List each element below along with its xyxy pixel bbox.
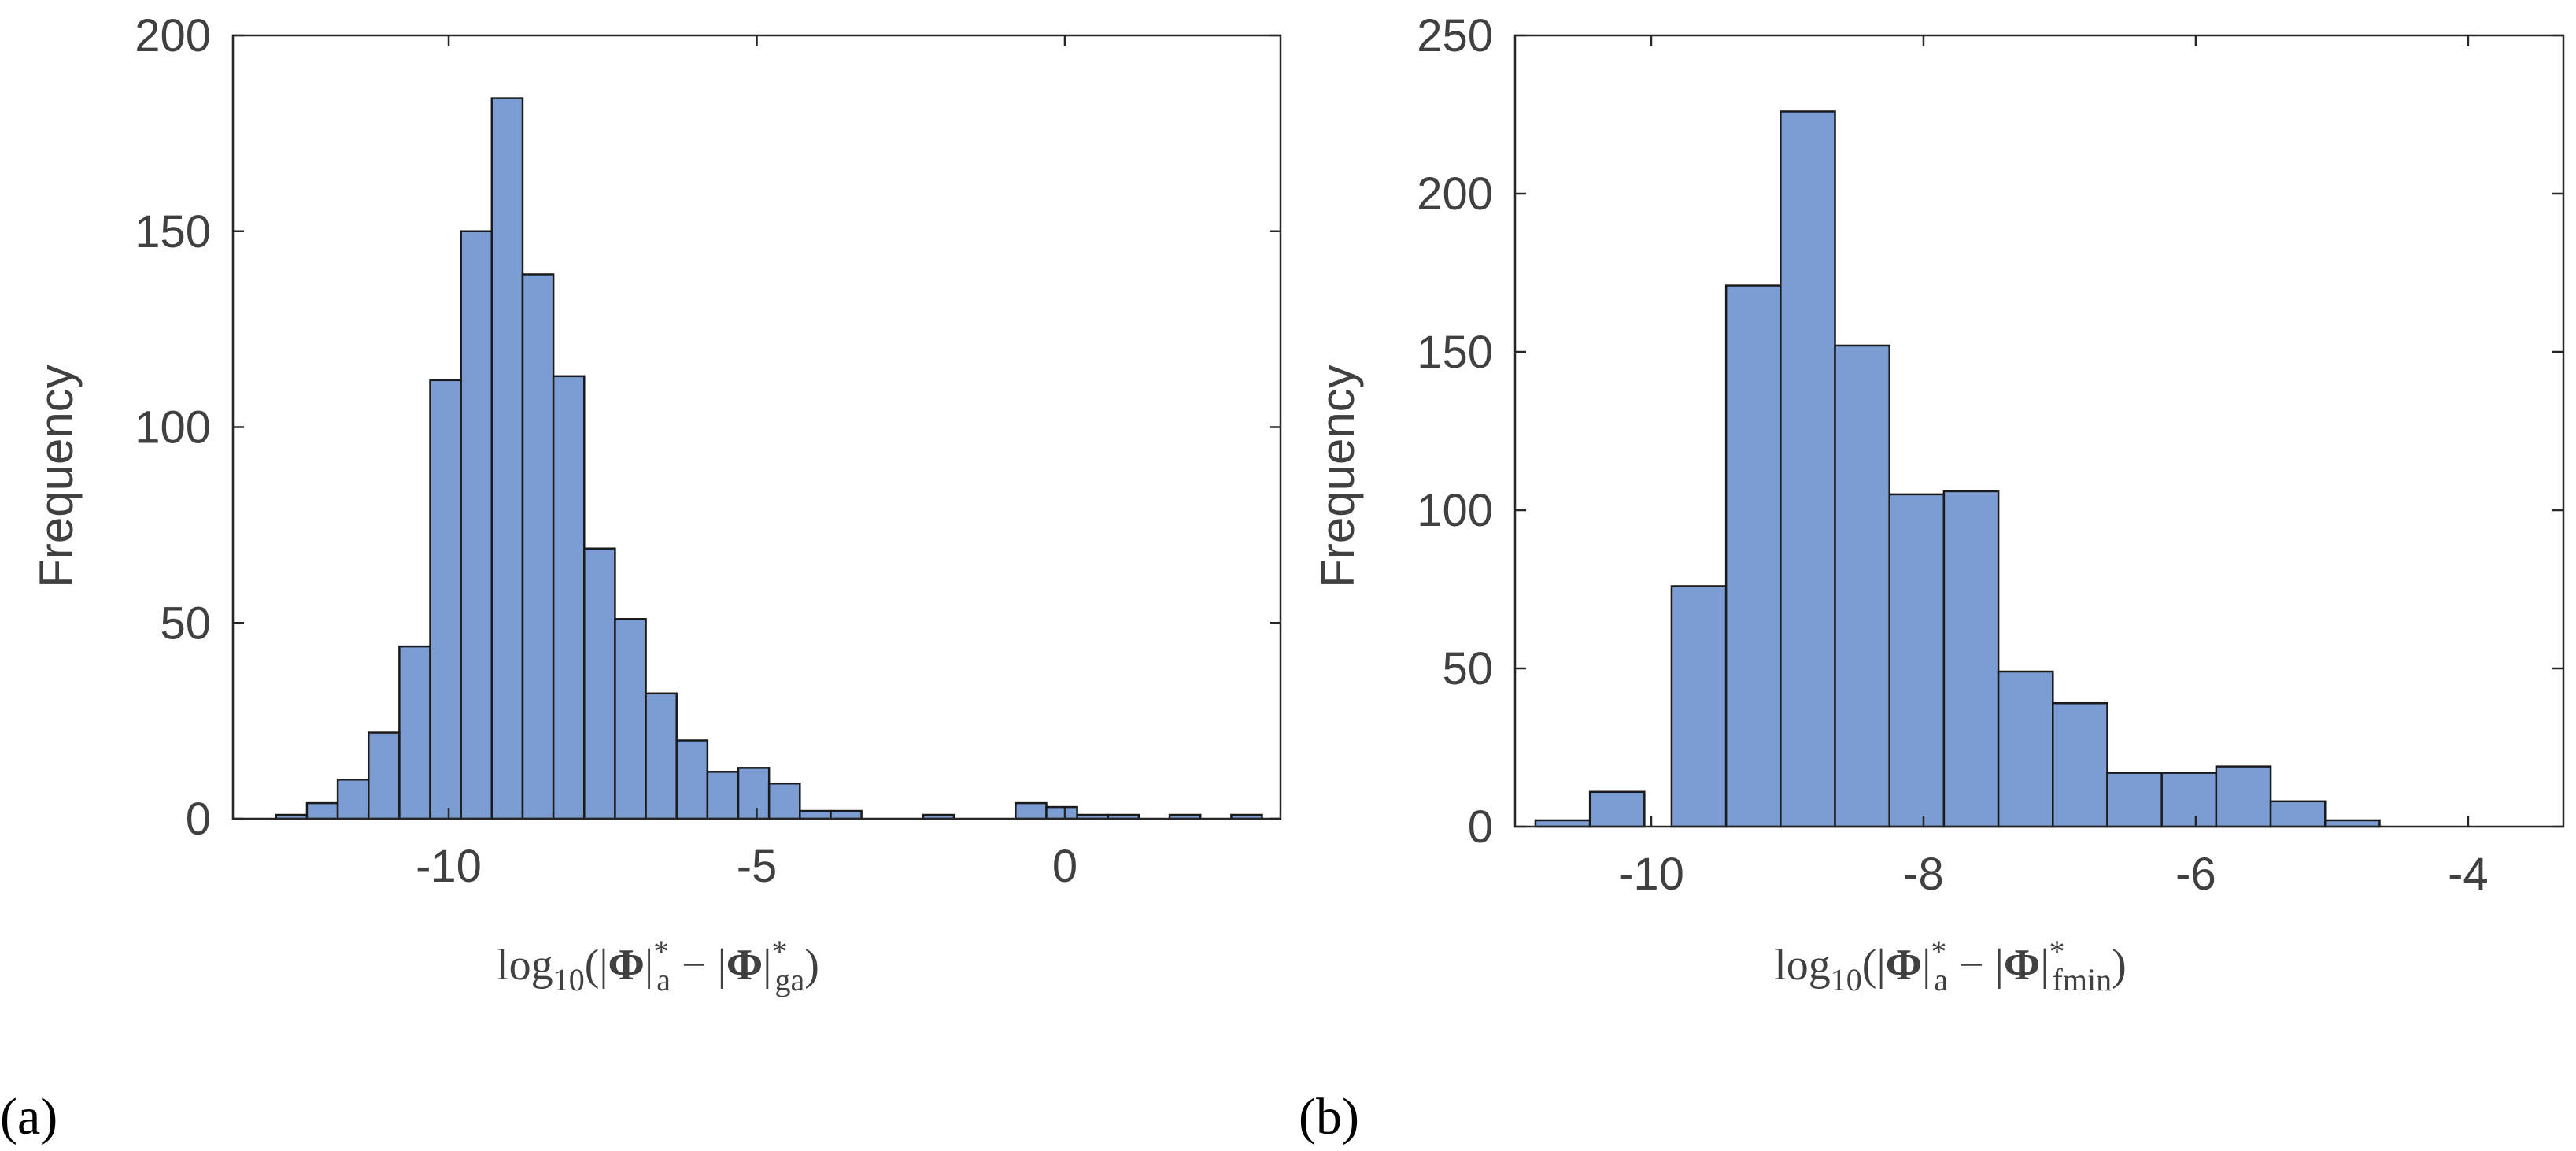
histogram-a: 0 50 100 150 200 -10 -5 0 Frequency log10(|Φ|* a…: [0, 10, 1282, 1145]
histogram-a-bars: [275, 97, 1263, 820]
histogram-b-axes-box: [1513, 34, 2565, 828]
histogram-a-bar-11: [614, 618, 647, 820]
histogram-a-xlabel: log10(|Φ|* a − |Φ|* ga): [497, 934, 819, 997]
histogram-a-bar-7: [490, 97, 524, 820]
histogram-b-ytick-label: 150: [1417, 327, 1493, 378]
histogram-a-bar-14: [706, 771, 740, 820]
histogram-b-ytick-label: 200: [1417, 168, 1493, 220]
histogram-b-bar-12: [2160, 772, 2218, 828]
histogram-b-bar-7: [1888, 493, 1946, 828]
histogram-a-bar-4: [398, 645, 431, 820]
histogram-a-ytick-label: 200: [135, 10, 211, 61]
histogram-b-axes: 0 50 100 150 200 250 -10 -8 -6 -4: [1417, 10, 2565, 900]
histogram-b-xtick-label: -4: [2448, 849, 2489, 900]
histogram-a-bar-16: [767, 782, 801, 820]
histogram-a-bar-9: [552, 375, 586, 820]
panel-label-b: (b): [1299, 1088, 1359, 1145]
histogram-b-bar-13: [2215, 765, 2272, 828]
histogram-a-bar-17: [799, 809, 832, 820]
histogram-a-bar-20: [1015, 801, 1048, 820]
histogram-a-bar-21: [1045, 805, 1078, 820]
histogram-a-xtick-label: 0: [1052, 841, 1077, 892]
histogram-b-bar-9: [1997, 670, 2054, 828]
histogram-b-bar-8: [1942, 490, 2000, 828]
histogram-b: 0 50 100 150 200 250 -10 -8 -6 -4 Frequency log10…: [1299, 10, 2565, 1145]
histogram-b-bar-4: [1724, 284, 1782, 828]
histogram-a-bar-6: [460, 230, 493, 820]
histogram-a-bar-13: [675, 739, 709, 820]
histogram-a-axes-box: [231, 34, 1282, 820]
histogram-a-axes: 0 50 100 150 200 -10 -5 0: [135, 10, 1282, 892]
histogram-b-ytick-label: 100: [1417, 485, 1493, 536]
histogram-b-bar-5: [1780, 110, 1836, 828]
histogram-b-bar-10: [2052, 701, 2108, 828]
histogram-b-bar-14: [2269, 800, 2327, 828]
histogram-a-ytick-label: 150: [135, 206, 211, 257]
histogram-a-bar-8: [521, 273, 555, 820]
histogram-b-bar-6: [1834, 344, 1890, 828]
histogram-a-ylabel: Frequency: [30, 365, 83, 587]
histogram-a-bar-18: [830, 809, 863, 820]
histogram-a-bar-1: [305, 801, 339, 820]
panel-label-a: (a): [0, 1088, 57, 1145]
histogram-b-xtick-label: -8: [1903, 849, 1944, 900]
histogram-a-bar-10: [583, 547, 616, 820]
histogram-a-ytick-label: 50: [160, 598, 211, 649]
histogram-a-bar-15: [737, 767, 771, 820]
histogram-b-ylabel: Frequency: [1311, 365, 1364, 587]
histogram-a-ytick-label: 100: [135, 402, 211, 453]
histogram-b-xtick-label: -10: [1618, 849, 1684, 900]
histogram-a-xtick-label: -5: [737, 841, 778, 892]
histogram-a-bar-3: [367, 731, 401, 820]
histogram-a-xtick-label: -10: [416, 841, 482, 892]
histogram-b-ytick-label: 250: [1417, 10, 1493, 61]
histogram-b-bars: [1534, 110, 2381, 828]
histogram-b-bar-11: [2106, 772, 2163, 828]
histogram-a-bar-5: [429, 379, 462, 820]
histogram-a-bar-12: [645, 692, 678, 820]
histogram-b-ytick-label: 0: [1468, 801, 1493, 853]
histogram-b-bar-3: [1670, 585, 1728, 828]
histogram-b-ytick-label: 50: [1442, 643, 1493, 694]
histogram-b-xlabel: log10(|Φ|* a − |Φ|* fmin): [1774, 934, 2127, 997]
histogram-a-ytick-label: 0: [186, 794, 211, 845]
histogram-b-xtick-label: -6: [2175, 849, 2216, 900]
histogram-a-bar-2: [336, 779, 370, 820]
histogram-b-bar-1: [1588, 790, 1646, 828]
